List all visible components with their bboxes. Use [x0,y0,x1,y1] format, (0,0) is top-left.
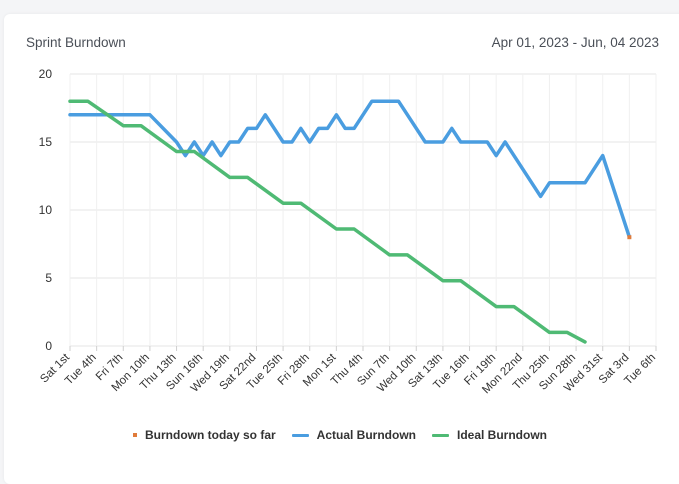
y-tick-label: 5 [45,271,52,285]
y-tick-label: 10 [39,203,53,217]
chart-card [4,14,679,484]
legend-item-today[interactable]: Burndown today so far [133,428,276,442]
legend: Burndown today so far Actual Burndown Id… [133,427,547,443]
legend-label-actual: Actual Burndown [316,428,416,442]
legend-item-actual[interactable]: Actual Burndown [291,428,416,442]
y-tick-label: 15 [39,135,53,149]
y-tick-label: 20 [39,67,53,81]
series [68,99,632,344]
actual-burndown-line[interactable] [68,99,632,239]
legend-label-today: Burndown today so far [145,428,276,442]
grid [69,73,657,351]
ideal-burndown-line[interactable] [68,99,587,344]
date-range[interactable]: Apr 01, 2023 - Jun, 04 2023 [491,35,659,50]
legend-item-ideal[interactable]: Ideal Burndown [432,428,547,442]
actual-swatch [291,433,309,437]
y-axis-ticks: 0 5 10 15 20 [39,67,53,353]
today-swatch [133,433,137,437]
legend-label-ideal: Ideal Burndown [457,428,547,442]
y-tick-label: 0 [45,339,52,353]
today-marker[interactable] [627,235,632,240]
chart-title: Sprint Burndown [26,35,126,50]
ideal-swatch [432,433,449,437]
